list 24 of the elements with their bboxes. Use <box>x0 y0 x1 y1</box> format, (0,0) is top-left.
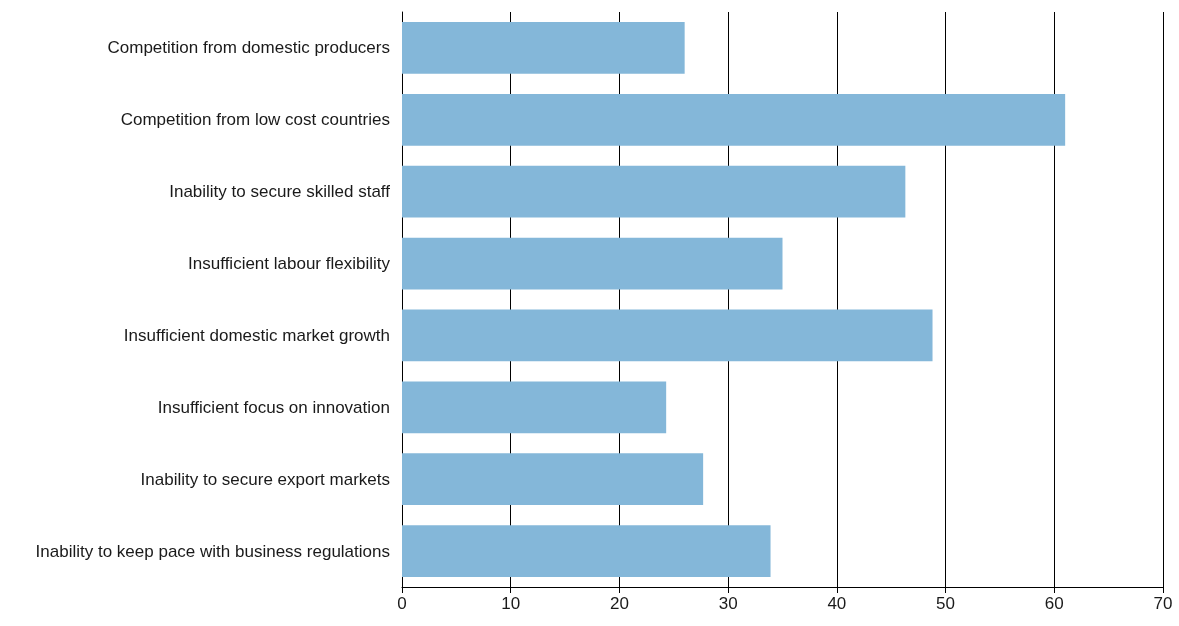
bar <box>402 93 1066 146</box>
y-tick-label: Insufficient focus on innovation <box>157 397 390 417</box>
x-tick-label: 30 <box>718 594 738 613</box>
bar <box>402 237 783 290</box>
y-tick-label: Inability to keep pace with business regulations <box>35 541 390 561</box>
bar <box>402 22 685 74</box>
bar <box>402 381 667 434</box>
bar <box>402 165 906 218</box>
bar <box>402 309 933 362</box>
y-tick-label: Inability to secure skilled staff <box>169 182 391 202</box>
y-tick-label: Insufficient labour flexibility <box>188 254 391 274</box>
y-tick-label: Insufficient domestic market growth <box>123 325 390 345</box>
x-tick-label: 60 <box>1044 594 1064 613</box>
x-tick-label: 10 <box>501 594 521 613</box>
x-tick-label: 20 <box>609 594 629 613</box>
x-tick-label: 40 <box>827 594 847 613</box>
x-tick-label: 50 <box>936 594 956 613</box>
x-tick-label: 70 <box>1153 594 1173 613</box>
bar <box>402 453 704 506</box>
y-tick-label: Competition from domestic producers <box>107 38 390 58</box>
y-tick-label: Competition from low cost countries <box>120 110 390 130</box>
x-tick-label: 0 <box>397 594 407 613</box>
y-tick-label: Inability to secure export markets <box>140 469 390 489</box>
bar <box>402 525 771 577</box>
